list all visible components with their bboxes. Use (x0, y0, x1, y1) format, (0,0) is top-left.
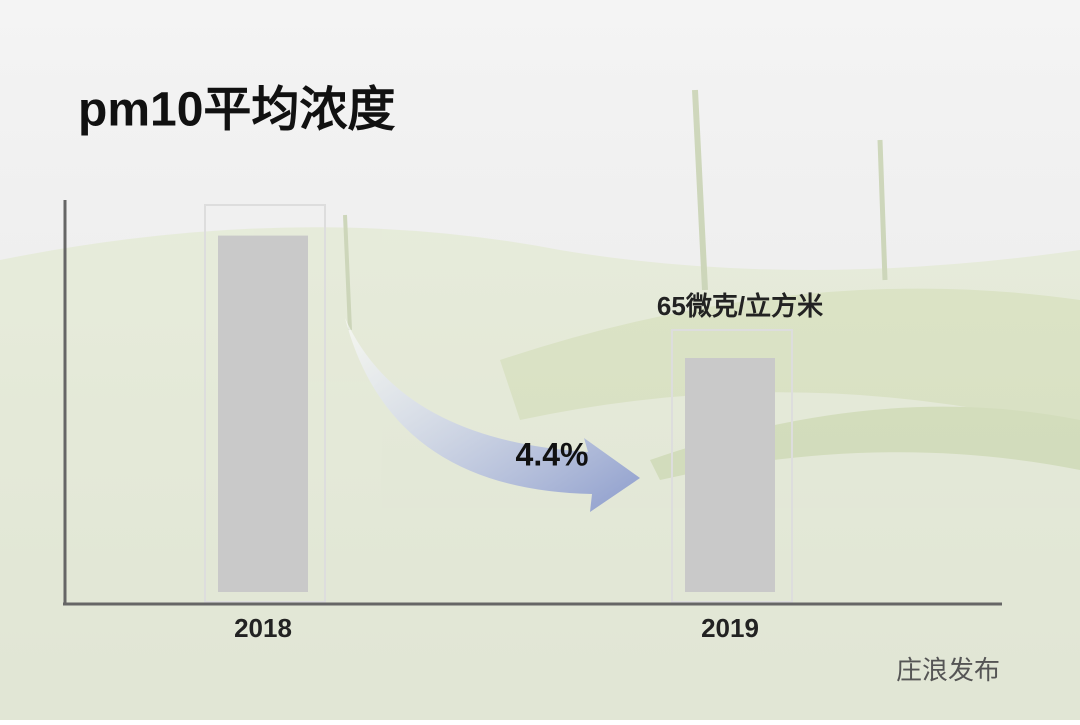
value-label: 65微克/立方米 (657, 291, 823, 321)
decrease-arrow (345, 318, 640, 512)
annotation: 4.4% (516, 436, 589, 472)
watermark: 庄浪发布 (896, 655, 1000, 685)
bar-frame (671, 329, 793, 603)
x-tick-label: 2019 (701, 613, 759, 643)
bar (685, 358, 775, 592)
bar-frame (204, 204, 326, 603)
x-tick-label: 2018 (234, 613, 292, 643)
chart-title: pm10平均浓度 (78, 84, 395, 137)
bar (218, 235, 308, 592)
